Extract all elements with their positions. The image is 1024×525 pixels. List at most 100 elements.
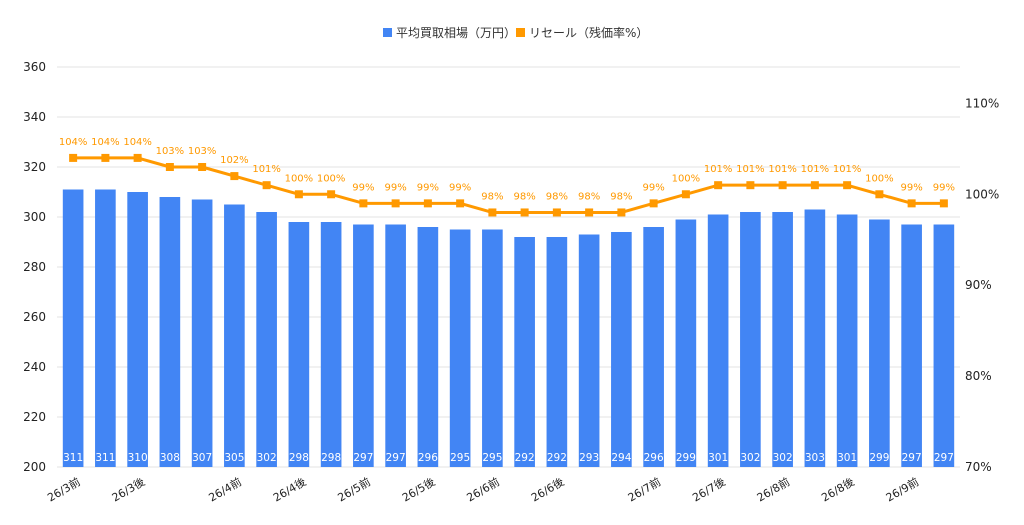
line-value-label: 98% — [481, 191, 503, 202]
line-value-label: 103% — [156, 146, 185, 157]
line-point — [294, 190, 303, 199]
bar — [578, 234, 600, 467]
line-value-label: 98% — [514, 191, 536, 202]
x-tick-label: 26/7前 — [625, 474, 663, 504]
bar-value-label: 295 — [482, 452, 502, 464]
bar — [804, 209, 826, 467]
x-tick-label: 26/7後 — [690, 474, 728, 504]
bar-value-label: 301 — [837, 452, 857, 464]
y-right-tick-label: 80% — [965, 369, 992, 383]
bar-value-label: 298 — [289, 452, 309, 464]
bar-value-label: 303 — [805, 452, 825, 464]
line-point — [69, 153, 78, 162]
x-tick-label: 26/6前 — [464, 474, 502, 504]
x-tick-label: 26/9前 — [883, 474, 921, 504]
bar — [933, 224, 955, 467]
line-value-labels: 104% 104% 104%103% 103%102%101%100% 100%99% 9… — [59, 137, 955, 203]
line-value-label: 100% — [285, 173, 314, 184]
line-value-label: 99% — [933, 182, 955, 193]
bar-value-label: 305 — [224, 452, 244, 464]
line-point — [262, 181, 271, 190]
y-left-tick-label: 300 — [23, 210, 46, 224]
line-value-label: 100% — [865, 173, 894, 184]
bar — [869, 219, 890, 467]
line-point — [617, 208, 626, 217]
line-value-label: 99% — [901, 182, 923, 193]
legend-swatch-line — [516, 28, 525, 37]
bar — [546, 237, 568, 467]
y-right-tick-label: 90% — [965, 278, 992, 292]
legend: 平均買取相場（万円） リセール（残価率%） — [383, 25, 648, 40]
y-left-tick-label: 260 — [23, 310, 46, 324]
line-point — [843, 181, 852, 190]
line-value-label: 102% — [220, 155, 249, 166]
line-point — [585, 208, 594, 217]
line-point — [165, 163, 174, 171]
y-left-tick-label: 240 — [23, 360, 46, 374]
bar-value-label: 301 — [708, 452, 728, 464]
y-left-tick-label: 320 — [23, 160, 46, 174]
bar — [643, 227, 664, 467]
bar-value-label: 295 — [450, 452, 470, 464]
line-point — [714, 181, 723, 190]
bar — [836, 214, 858, 467]
y-axis-right: 70% 80% 90% 100% 110% — [965, 96, 999, 474]
bar — [707, 214, 729, 467]
line-value-label: 98% — [578, 191, 600, 202]
y-left-tick-label: 360 — [23, 60, 46, 74]
y-left-tick-label: 220 — [23, 410, 46, 424]
line-point — [649, 199, 658, 208]
line-value-label: 101% — [833, 164, 862, 175]
bar-value-label: 297 — [353, 452, 373, 464]
line-value-label: 101% — [736, 164, 765, 175]
bar-value-label: 298 — [321, 452, 341, 464]
bar-value-label: 302 — [740, 452, 760, 464]
bar — [611, 232, 632, 467]
bar — [191, 199, 213, 467]
y-left-tick-label: 340 — [23, 110, 46, 124]
y-right-tick-label: 100% — [965, 187, 999, 201]
bar-value-label: 292 — [547, 452, 567, 464]
line-value-label: 100% — [672, 173, 701, 184]
bar — [449, 229, 471, 467]
bar-value-label: 310 — [128, 452, 148, 464]
bar — [901, 224, 922, 467]
x-tick-label: 26/8後 — [819, 474, 857, 504]
line-point — [391, 199, 400, 208]
y-left-tick-label: 280 — [23, 260, 46, 274]
bar — [772, 212, 793, 467]
legend-label-bar: 平均買取相場（万円） — [396, 26, 516, 40]
bar-value-label: 297 — [386, 452, 406, 464]
line-value-label: 104% — [123, 137, 152, 148]
line-value-label: 98% — [610, 191, 632, 202]
line-point — [230, 172, 239, 181]
bar-value-label: 307 — [192, 452, 212, 464]
bar-value-label: 311 — [95, 452, 115, 464]
bar — [256, 212, 277, 467]
bar-value-label: 302 — [257, 452, 277, 464]
line-point — [552, 208, 561, 217]
bar-value-label: 296 — [644, 452, 664, 464]
line-value-label: 100% — [317, 173, 346, 184]
line-value-label: 98% — [546, 191, 568, 202]
bar — [417, 227, 439, 467]
bar-series — [62, 189, 955, 467]
x-tick-label: 26/5後 — [399, 474, 437, 504]
x-tick-label: 26/3後 — [109, 474, 147, 504]
bar-value-label: 293 — [579, 452, 599, 464]
y-right-tick-label: 110% — [965, 96, 999, 110]
line-value-label: 99% — [352, 182, 374, 193]
line-point — [101, 153, 110, 162]
line-point — [907, 199, 916, 208]
x-tick-label: 26/5前 — [335, 474, 373, 504]
line-point — [810, 181, 819, 190]
line-path — [73, 156, 944, 214]
legend-label-line: リセール（残価率%） — [529, 25, 648, 40]
x-axis: 26/3前 26/3後 26/4前 26/4後 26/5前 26/5後 26/6前 26/6後… — [45, 474, 921, 504]
line-point — [875, 190, 884, 199]
bar — [482, 229, 503, 467]
bar-value-label: 296 — [418, 452, 438, 464]
x-tick-label: 26/4前 — [206, 474, 244, 504]
line-value-label: 99% — [643, 182, 665, 193]
